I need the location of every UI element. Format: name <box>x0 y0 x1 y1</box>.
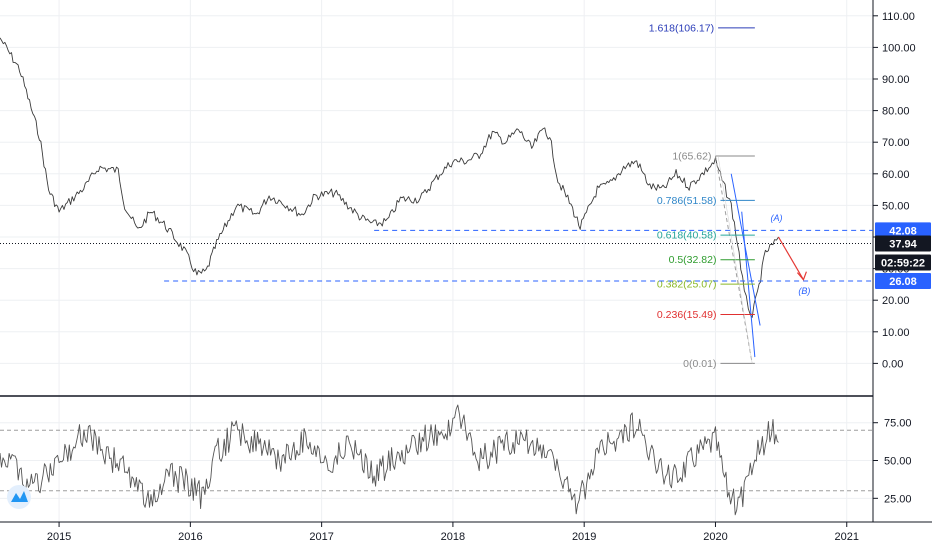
y-tick-label: 100.00 <box>882 42 916 54</box>
oscillator-pane[interactable] <box>0 404 873 516</box>
price-tag-label: 02:59:22 <box>881 258 925 270</box>
fib-level-label: 0.618(40.58) <box>657 230 717 242</box>
price-line[interactable] <box>0 37 779 318</box>
y-tick-label: 50.00 <box>882 200 910 212</box>
axes <box>0 0 932 523</box>
x-tick-label: 2018 <box>441 531 465 543</box>
y-tick-label: 60.00 <box>882 169 910 181</box>
projection-arrowhead-icon <box>796 271 807 281</box>
tradingview-logo-icon[interactable] <box>7 485 31 509</box>
horizontal-levels[interactable] <box>164 229 873 282</box>
oscillator-axis[interactable]: 25.00 50.00 75.00 <box>873 418 912 506</box>
projection-arrow-line[interactable] <box>777 236 804 280</box>
x-tick-label: 2019 <box>572 531 596 543</box>
fib-level-label: 1.618(106.17) <box>649 22 714 34</box>
y-tick-label: 20.00 <box>882 295 910 307</box>
price-tag-label: 37.94 <box>889 239 917 251</box>
fib-level-label: 1(65.62) <box>672 151 711 163</box>
y-tick-label: 10.00 <box>882 327 910 339</box>
x-tick-label: 2021 <box>835 531 859 543</box>
osc-tick-label: 25.00 <box>884 493 912 505</box>
osc-tick-label: 75.00 <box>884 418 912 430</box>
wave-annotations[interactable]: (A) (B) <box>770 213 810 296</box>
oscillator-line[interactable] <box>0 404 779 516</box>
wave-label-a: (A) <box>770 213 782 223</box>
fib-anchor-line <box>717 156 753 364</box>
x-tick-label: 2017 <box>309 531 333 543</box>
logo-circle <box>7 485 31 509</box>
price-tags: 42.08 37.94 02:59:22 26.08 <box>875 222 931 289</box>
fib-level-label: 0.382(25.07) <box>657 279 717 291</box>
fib-level-label: 0.786(51.58) <box>657 195 717 207</box>
y-tick-label: 80.00 <box>882 106 910 118</box>
y-tick-label: 0.00 <box>882 358 903 370</box>
y-tick-label: 90.00 <box>882 74 910 86</box>
channel-line[interactable] <box>730 173 761 326</box>
price-tag-box <box>875 222 931 239</box>
price-tag-box <box>875 235 931 252</box>
logo-mountain <box>11 491 28 502</box>
y-tick-label: 70.00 <box>882 137 910 149</box>
price-tag-label: 42.08 <box>889 225 917 237</box>
time-axis[interactable]: 2015 2016 2017 2018 2019 2020 2021 <box>47 522 859 543</box>
x-tick-label: 2016 <box>178 531 202 543</box>
fib-level-label: 0.236(15.49) <box>657 309 717 321</box>
x-tick-label: 2020 <box>703 531 727 543</box>
fibonacci-retracement[interactable]: 1.618(106.17) 1(65.62) 0.786(51.58) 0.618(4… <box>649 22 755 370</box>
chart-grid <box>0 0 873 522</box>
wave-label-b: (B) <box>798 286 810 296</box>
fib-level-label: 0(0.01) <box>683 358 716 370</box>
price-tag-box <box>875 254 931 271</box>
price-tag-label: 26.08 <box>889 276 917 288</box>
price-tag-box <box>875 272 931 289</box>
x-tick-label: 2015 <box>47 531 71 543</box>
osc-tick-label: 50.00 <box>884 456 912 468</box>
fib-level-label: 0.5(32.82) <box>669 254 717 266</box>
y-tick-label: 110.00 <box>882 11 915 23</box>
